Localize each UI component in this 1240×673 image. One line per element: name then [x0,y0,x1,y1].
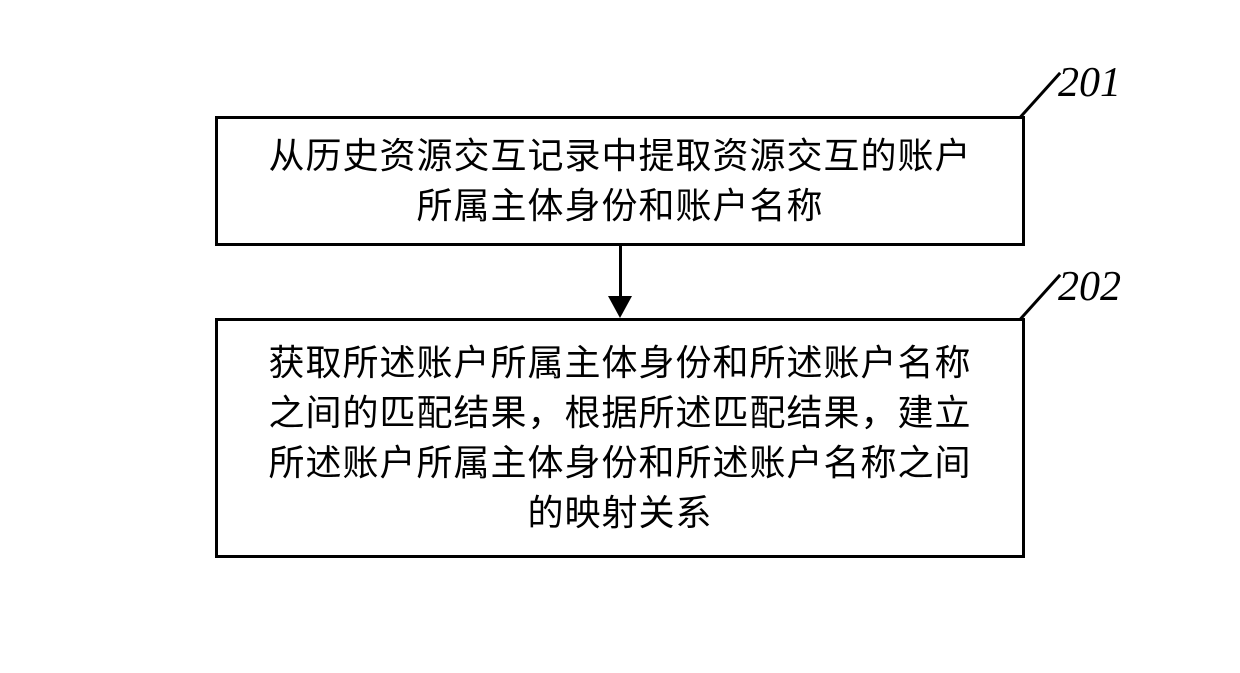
flow-step-2-label: 202 [1058,263,1121,311]
flow-step-1: 从历史资源交互记录中提取资源交互的账户 所属主体身份和账户名称 201 [215,116,1025,246]
flow-step-2: 获取所述账户所属主体身份和所述账户名称 之间的匹配结果，根据所述匹配结果，建立 … [215,318,1025,558]
flowchart-container: 从历史资源交互记录中提取资源交互的账户 所属主体身份和账户名称 201 获取所述… [215,116,1025,558]
arrow-connector [608,246,632,318]
flow-step-1-label: 201 [1058,59,1121,107]
flow-step-2-text: 获取所述账户所属主体身份和所述账户名称 之间的匹配结果，根据所述匹配结果，建立 … [258,330,981,546]
arrow-shaft [619,246,622,296]
flow-step-1-text: 从历史资源交互记录中提取资源交互的账户 所属主体身份和账户名称 [258,123,981,239]
arrow-head-icon [608,296,632,318]
lead-line-1 [1019,71,1061,118]
lead-line-2 [1019,273,1061,320]
